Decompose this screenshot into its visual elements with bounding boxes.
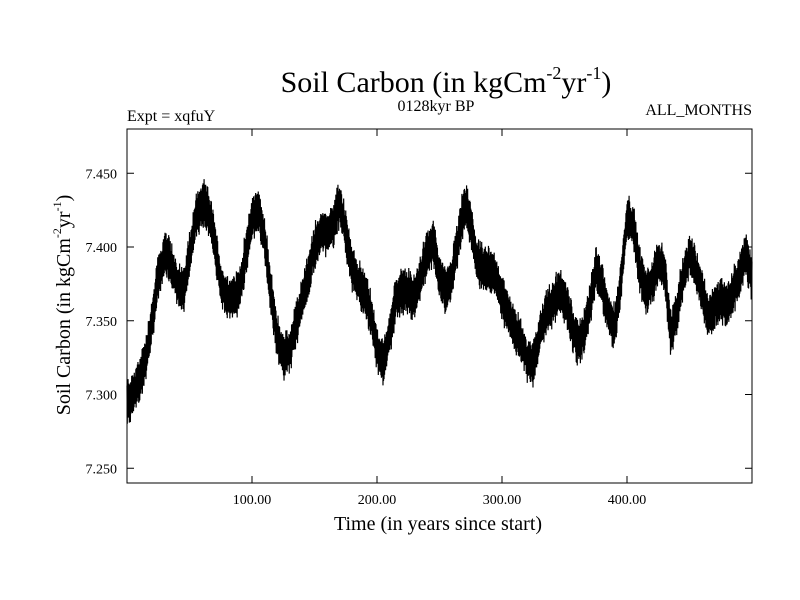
title-mid: yr — [561, 66, 586, 99]
x-axis-ticks: 100.00 200.00 300.00 400.00 — [233, 129, 647, 508]
ylabel-main: Soil Carbon (in kgCm — [53, 238, 75, 416]
ylabel-sup1: -2 — [50, 228, 64, 238]
plot-frame — [126, 128, 753, 484]
subtitle-experiment: Expt = xqfuY — [127, 108, 216, 125]
chart-title: Soil Carbon (in kgCm-2yr-1) — [281, 63, 612, 99]
y-tick-label: 7.350 — [86, 315, 118, 330]
x-axis-label: Time (in years since start) — [334, 513, 542, 535]
title-sup2: -1 — [586, 63, 601, 83]
y-tick-label: 7.450 — [86, 167, 118, 182]
y-tick-label: 7.300 — [86, 389, 118, 404]
y-axis-label: Soil Carbon (in kgCm-2yr-1) — [50, 195, 75, 416]
subtitle-period: 0128kyr BP — [398, 98, 475, 115]
title-sup1: -2 — [546, 63, 561, 83]
x-tick-label: 200.00 — [358, 493, 397, 508]
x-tick-label: 100.00 — [233, 493, 272, 508]
title-main: Soil Carbon (in kgCm — [281, 66, 547, 99]
ylabel-end: ) — [53, 195, 75, 202]
y-axis-ticks: 7.250 7.300 7.350 7.400 7.450 — [86, 167, 752, 477]
x-tick-label: 300.00 — [483, 493, 522, 508]
ylabel-mid: yr — [53, 211, 75, 228]
y-tick-label: 7.250 — [86, 462, 118, 477]
series-line — [126, 179, 753, 424]
ylabel-sup2: -1 — [50, 201, 64, 211]
y-tick-label: 7.400 — [86, 241, 118, 256]
subtitle-months: ALL_MONTHS — [645, 102, 752, 119]
x-tick-label: 400.00 — [608, 493, 647, 508]
title-end: ) — [601, 66, 611, 99]
